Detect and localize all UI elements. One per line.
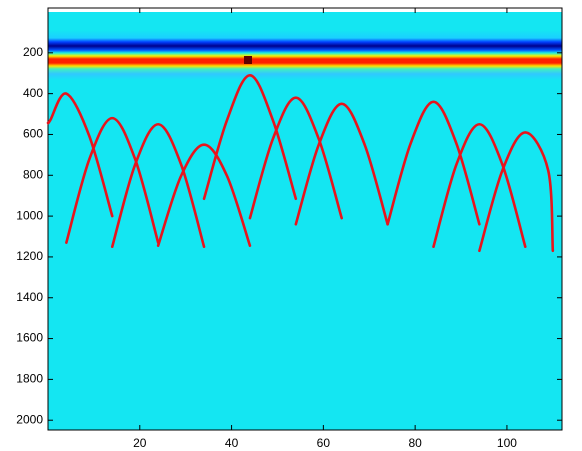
y-tick-label: 1200	[16, 249, 43, 263]
curve	[248, 96, 344, 220]
x-tick-label: 40	[225, 436, 239, 450]
y-tick-label: 1600	[16, 331, 43, 345]
curve	[65, 116, 160, 244]
image-band	[48, 30, 562, 80]
y-tick-label: 400	[23, 86, 43, 100]
y-tick-label: 1800	[16, 372, 43, 386]
y-tick-label: 200	[23, 45, 43, 59]
curve	[294, 102, 389, 226]
y-tick-label: 1400	[16, 290, 43, 304]
y-tick-label: 600	[23, 127, 43, 141]
x-tick-label: 100	[497, 436, 517, 450]
plot-area	[48, 12, 562, 430]
y-tick-label: 1000	[16, 208, 43, 222]
axes-frame	[47, 7, 563, 431]
curve	[202, 73, 298, 201]
x-tick-label: 20	[133, 436, 147, 450]
image-spot	[244, 56, 252, 64]
y-tick-label: 2000	[16, 412, 43, 426]
y-tick-label: 800	[23, 167, 43, 181]
curve	[46, 92, 114, 218]
curve	[156, 143, 252, 247]
curve	[432, 122, 527, 249]
image-background	[48, 12, 562, 430]
curve	[478, 131, 555, 253]
curve	[110, 122, 206, 249]
curve	[386, 100, 481, 226]
x-tick-label: 60	[317, 436, 331, 450]
x-tick-label: 80	[408, 436, 422, 450]
